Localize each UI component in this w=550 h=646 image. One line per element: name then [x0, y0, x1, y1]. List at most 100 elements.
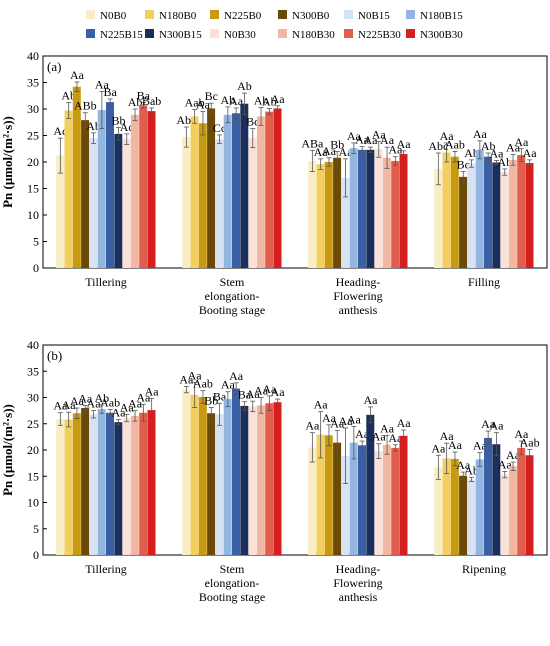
category-label: Flowering — [333, 289, 382, 303]
significance-label: Aa — [489, 419, 504, 433]
category-label: Stem — [220, 562, 245, 576]
bar — [232, 388, 240, 555]
bar — [500, 474, 509, 555]
significance-label: Aa — [322, 144, 337, 158]
bar — [358, 149, 366, 268]
bar — [198, 396, 207, 555]
legend-label: N180B15 — [420, 10, 463, 22]
bar — [64, 419, 73, 555]
significance-label: Ba — [213, 389, 227, 403]
y-tick-label: 5 — [33, 522, 39, 536]
y-tick-label: 30 — [27, 391, 39, 405]
significance-label: Ac — [120, 120, 134, 134]
significance-label: Aa — [78, 391, 93, 405]
significance-label: Aa — [506, 448, 521, 462]
y-tick-label: 25 — [27, 417, 39, 431]
bar — [475, 459, 484, 555]
significance-label: Aab — [193, 377, 213, 391]
significance-label: Ab — [262, 94, 277, 108]
legend-swatch — [145, 10, 154, 19]
category-label: elongation- — [205, 289, 260, 303]
significance-label: Aa — [397, 137, 412, 151]
category-label: elongation- — [205, 576, 260, 590]
category-label: Heading- — [336, 562, 381, 576]
bar — [265, 111, 274, 269]
bar — [106, 412, 114, 555]
y-tick-label: 0 — [33, 261, 39, 275]
bar — [190, 116, 199, 268]
significance-label: Aa — [262, 382, 277, 396]
significance-label: Aa — [489, 146, 504, 160]
significance-label: Aa — [128, 397, 143, 411]
significance-label: Aa — [136, 390, 151, 404]
bar — [333, 157, 342, 268]
significance-label: Aa — [339, 145, 354, 159]
bar — [248, 138, 257, 268]
bar — [341, 177, 350, 268]
significance-label: Aa — [380, 133, 395, 147]
bar — [382, 444, 391, 555]
significance-label: Ab — [86, 119, 101, 133]
bar — [56, 155, 65, 268]
bar — [273, 108, 282, 268]
category-label: Stem — [220, 275, 245, 289]
bar — [391, 160, 400, 268]
significance-label: Bc — [246, 115, 259, 129]
y-tick-label: 30 — [27, 102, 39, 116]
bar — [374, 451, 383, 555]
y-tick-label: 40 — [27, 49, 39, 63]
significance-label: Aa — [456, 458, 471, 472]
y-tick-label: 35 — [27, 364, 39, 378]
bar — [240, 103, 249, 268]
legend-label: N0B0 — [100, 10, 127, 22]
y-tick-label: 25 — [27, 129, 39, 143]
y-tick-label: 15 — [27, 469, 39, 483]
significance-label: Aa — [229, 369, 244, 383]
significance-label: Ab — [254, 93, 269, 107]
bar — [341, 455, 350, 555]
significance-label: Aa — [271, 92, 286, 106]
y-axis-label: Pn (μmol/(m²·s)) — [0, 116, 15, 208]
bar — [399, 154, 408, 268]
bar — [366, 149, 375, 268]
significance-label: Bb — [204, 393, 218, 407]
y-axis-label: Pn (μmol/(m²·s)) — [0, 404, 15, 496]
legend-swatch — [406, 10, 415, 19]
bar — [273, 402, 282, 555]
legend-swatch — [210, 10, 219, 19]
bar — [147, 410, 156, 555]
legend: N0B0 N180B0 N225B0 N300B0 N0B15 N180B15 N225B1… — [86, 10, 463, 41]
significance-label: Aa — [70, 394, 85, 408]
significance-label: Aa — [473, 127, 488, 141]
bar — [508, 159, 517, 268]
bar — [492, 162, 501, 268]
bar — [324, 162, 333, 268]
bar — [508, 466, 517, 555]
significance-label: Aa — [372, 430, 387, 444]
significance-label: Aa — [145, 385, 160, 399]
bar — [114, 422, 123, 555]
significance-label: Aa — [196, 98, 211, 112]
panel-label: (b) — [47, 348, 62, 363]
bar — [72, 86, 81, 269]
significance-label: Aa — [372, 127, 387, 141]
bar — [442, 152, 451, 268]
bar — [349, 148, 358, 268]
significance-label: Bb — [330, 137, 344, 151]
bar — [333, 442, 342, 555]
significance-label: Cc — [213, 121, 226, 135]
y-tick-label: 10 — [27, 496, 39, 510]
legend-label: N225B15 — [100, 29, 143, 41]
significance-label: Bab — [142, 94, 161, 108]
significance-label: Aa — [440, 429, 455, 443]
significance-label: Aa — [380, 421, 395, 435]
significance-label: Aa — [330, 417, 345, 431]
legend-label: N225B30 — [358, 29, 401, 41]
significance-label: Ac — [53, 124, 67, 138]
legend-label: N300B30 — [420, 29, 463, 41]
significance-label: Aa — [481, 417, 496, 431]
bar — [114, 133, 123, 268]
significance-label: Ab — [497, 155, 512, 169]
bar — [182, 389, 191, 555]
